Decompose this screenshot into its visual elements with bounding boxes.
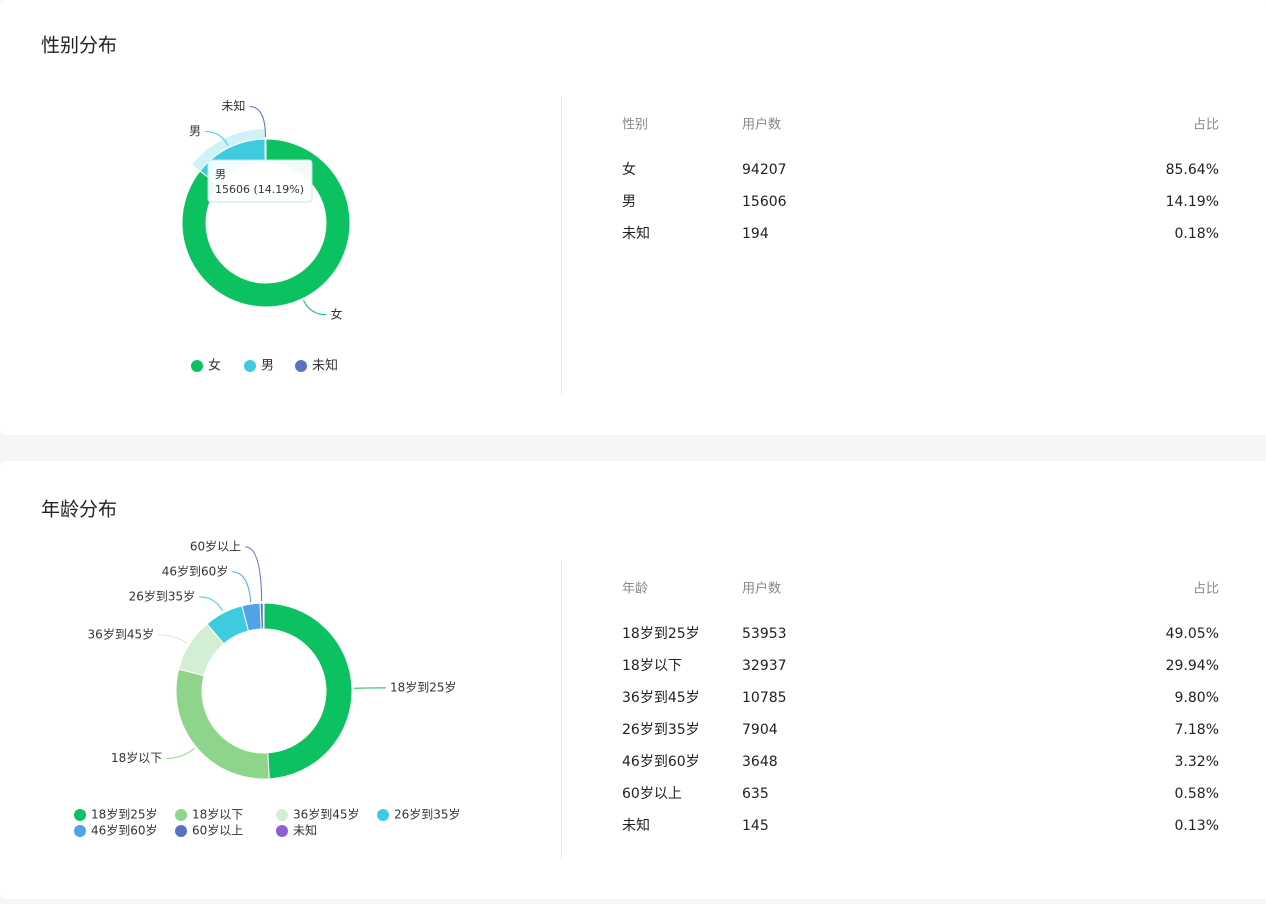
- tooltip-text: 15606 (14.19%): [215, 183, 304, 196]
- table-cell: 94207: [742, 162, 787, 178]
- table-header: 年龄: [622, 582, 648, 597]
- tooltip-title: 男: [215, 168, 226, 181]
- table-cell: 145: [742, 818, 769, 834]
- legend-label: 60岁以上: [192, 823, 243, 838]
- legend-dot: [74, 825, 86, 837]
- leader-line: [249, 105, 267, 138]
- table-cell: 10785: [742, 690, 787, 706]
- table-cell: 0.13%: [1175, 818, 1219, 834]
- section-title: 性别分布: [41, 35, 117, 57]
- slice-label: 18岁到25岁: [390, 679, 457, 694]
- leader-line: [303, 300, 327, 316]
- table-cell: 32937: [742, 658, 787, 674]
- leader-line: [199, 596, 223, 612]
- table-cell: 9.80%: [1175, 690, 1219, 706]
- slice-label: 60岁以上: [190, 538, 241, 553]
- table-cell: 29.94%: [1166, 658, 1219, 674]
- slice-label: 36岁到45岁: [88, 626, 155, 641]
- table-header: 用户数: [742, 117, 781, 133]
- legend-label: 36岁到45岁: [293, 807, 360, 822]
- legend-dot: [276, 825, 288, 837]
- table-cell: 3648: [742, 754, 778, 770]
- table-cell: 7904: [742, 722, 778, 738]
- slice: [181, 138, 351, 308]
- leader-line: [205, 130, 229, 147]
- table-cell: 未知: [622, 225, 650, 242]
- table-header: 性别: [622, 118, 648, 133]
- section-title: 年龄分布: [41, 499, 117, 521]
- table-cell: 男: [622, 194, 636, 210]
- legend-dot: [276, 809, 288, 821]
- table-cell: 36岁到45岁: [622, 690, 700, 706]
- table-cell: 15606: [742, 194, 787, 210]
- card: [0, 461, 1266, 899]
- slice-label: 未知: [221, 99, 245, 113]
- legend-dot: [244, 360, 256, 372]
- table-cell: 194: [742, 226, 769, 242]
- slice-emphasis: [192, 129, 266, 171]
- table-cell: 53953: [742, 626, 787, 642]
- legend-label: 未知: [312, 358, 338, 374]
- legend-label: 18岁到25岁: [91, 807, 158, 822]
- slice: [263, 602, 353, 780]
- slice-label: 女: [330, 306, 342, 321]
- slice: [262, 602, 265, 630]
- table-cell: 26岁到35岁: [622, 722, 700, 738]
- leader-line: [232, 571, 252, 603]
- slice-label: 46岁到60岁: [162, 563, 229, 578]
- table-cell: 0.18%: [1175, 226, 1219, 242]
- table-cell: 635: [742, 786, 769, 802]
- legend-dot: [175, 809, 187, 821]
- tooltip: [207, 159, 313, 203]
- slice-label: 18岁以下: [111, 750, 162, 765]
- legend-label: 男: [261, 359, 274, 374]
- legend-label: 26岁到35岁: [394, 807, 461, 822]
- table-header: 占比: [1193, 582, 1219, 597]
- table-cell: 49.05%: [1166, 626, 1219, 642]
- table-cell: 85.64%: [1166, 162, 1219, 178]
- legend-label: 未知: [293, 824, 317, 838]
- slice-label: 男: [189, 124, 201, 138]
- table-cell: 未知: [622, 817, 650, 834]
- table-cell: 60岁以上: [622, 786, 682, 802]
- legend-label: 46岁到60岁: [91, 823, 158, 838]
- leader-line: [245, 546, 263, 602]
- card: [0, 0, 1266, 435]
- legend-dot: [175, 825, 187, 837]
- table-cell: 0.58%: [1175, 786, 1219, 802]
- legend-dot: [74, 809, 86, 821]
- table-cell: 7.18%: [1175, 722, 1219, 738]
- leader-line: [158, 634, 188, 644]
- slice-label: 26岁到35岁: [129, 588, 196, 603]
- table-cell: 18岁到25岁: [622, 626, 700, 642]
- leader-line: [166, 747, 195, 759]
- table-header: 用户数: [742, 581, 781, 597]
- legend-dot: [295, 360, 307, 372]
- table-cell: 14.19%: [1166, 194, 1219, 210]
- table-header: 占比: [1193, 118, 1219, 133]
- table-cell: 女: [622, 161, 636, 178]
- legend-label: 18岁以下: [192, 807, 243, 822]
- table-cell: 3.32%: [1175, 754, 1219, 770]
- legend-dot: [377, 809, 389, 821]
- table-cell: 18岁以下: [622, 658, 682, 674]
- table-cell: 46岁到60岁: [622, 754, 700, 770]
- legend-dot: [191, 360, 203, 372]
- slice: [264, 138, 267, 164]
- legend-label: 女: [208, 358, 221, 374]
